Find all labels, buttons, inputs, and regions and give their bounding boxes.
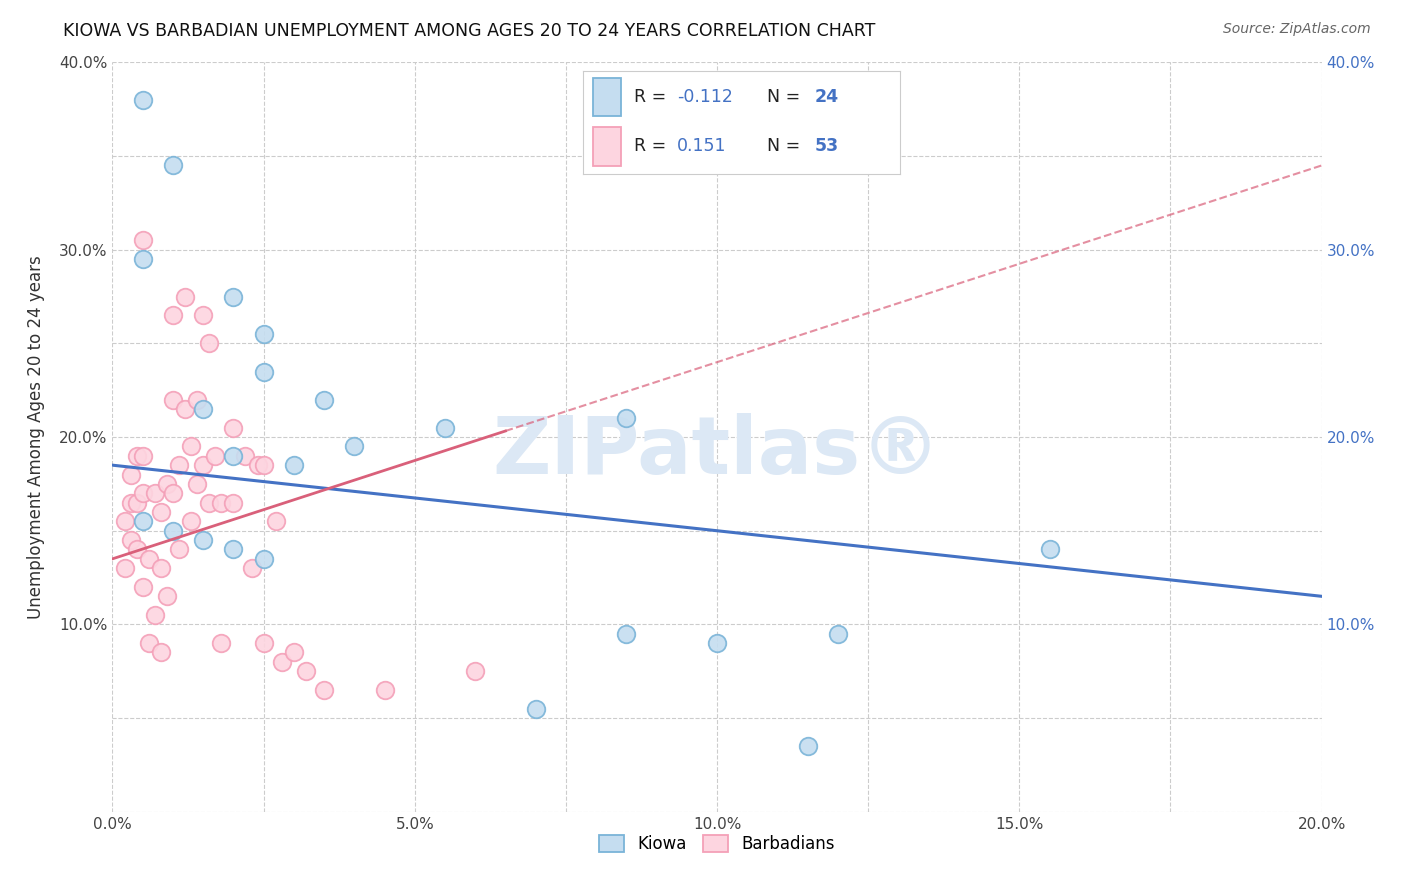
Point xyxy=(120,496,142,510)
Point xyxy=(209,496,232,510)
Point xyxy=(433,421,456,435)
Point xyxy=(162,159,184,173)
Point xyxy=(706,636,728,650)
Point xyxy=(191,458,214,473)
Point xyxy=(180,514,202,528)
Point xyxy=(162,486,184,500)
Text: -0.112: -0.112 xyxy=(676,88,733,106)
Point xyxy=(125,542,148,557)
Point xyxy=(270,655,292,669)
Point xyxy=(162,308,184,322)
Point xyxy=(295,664,318,679)
Text: R =: R = xyxy=(634,137,672,155)
Point xyxy=(222,449,245,463)
Text: 24: 24 xyxy=(814,88,838,106)
Point xyxy=(143,608,166,623)
Point xyxy=(120,467,142,482)
Text: 0.151: 0.151 xyxy=(676,137,727,155)
Point xyxy=(524,701,547,715)
Point xyxy=(796,739,818,753)
Y-axis label: Unemployment Among Ages 20 to 24 years: Unemployment Among Ages 20 to 24 years xyxy=(27,255,45,619)
Point xyxy=(156,590,179,604)
Point xyxy=(616,626,638,640)
Text: R =: R = xyxy=(634,88,672,106)
Point xyxy=(174,289,197,303)
Point xyxy=(374,683,396,698)
Point xyxy=(253,365,276,379)
Text: Source: ZipAtlas.com: Source: ZipAtlas.com xyxy=(1223,22,1371,37)
Point xyxy=(191,401,214,416)
Text: N =: N = xyxy=(768,88,806,106)
Point xyxy=(616,411,638,425)
Point xyxy=(114,514,136,528)
Point xyxy=(132,233,155,247)
Point xyxy=(167,542,190,557)
Text: ZIPatlas®: ZIPatlas® xyxy=(492,413,942,491)
Point xyxy=(186,392,208,407)
Point xyxy=(314,392,336,407)
Point xyxy=(120,533,142,547)
Point xyxy=(191,308,214,322)
Point xyxy=(240,561,263,575)
Bar xyxy=(593,78,621,117)
Point xyxy=(222,496,245,510)
Point xyxy=(264,514,287,528)
Point xyxy=(149,646,172,660)
Point xyxy=(253,458,276,473)
Point xyxy=(132,514,155,528)
Point xyxy=(222,421,245,435)
Point xyxy=(235,449,257,463)
Point xyxy=(174,401,197,416)
Point xyxy=(156,476,179,491)
Point xyxy=(253,636,276,650)
Point xyxy=(198,336,221,351)
Point xyxy=(180,440,202,453)
Point xyxy=(138,551,160,566)
Point xyxy=(143,486,166,500)
Point xyxy=(222,289,245,303)
Point xyxy=(209,636,232,650)
Point xyxy=(1038,542,1062,557)
Point xyxy=(827,626,849,640)
Point xyxy=(222,542,245,557)
Point xyxy=(198,496,221,510)
Point xyxy=(283,458,305,473)
Point xyxy=(283,646,305,660)
Point xyxy=(253,326,276,341)
Point xyxy=(125,449,148,463)
Point xyxy=(191,533,214,547)
Point xyxy=(314,683,336,698)
Point xyxy=(125,496,148,510)
Point xyxy=(149,561,172,575)
Point xyxy=(167,458,190,473)
Point xyxy=(132,93,155,107)
Point xyxy=(162,524,184,538)
Point xyxy=(186,476,208,491)
Point xyxy=(132,449,155,463)
Point xyxy=(132,486,155,500)
Point xyxy=(149,505,172,519)
Text: KIOWA VS BARBADIAN UNEMPLOYMENT AMONG AGES 20 TO 24 YEARS CORRELATION CHART: KIOWA VS BARBADIAN UNEMPLOYMENT AMONG AG… xyxy=(63,22,876,40)
Bar xyxy=(593,127,621,166)
Point xyxy=(464,664,486,679)
Point xyxy=(253,551,276,566)
Text: N =: N = xyxy=(768,137,806,155)
Text: 53: 53 xyxy=(814,137,838,155)
Point xyxy=(162,392,184,407)
Point xyxy=(132,580,155,594)
Point xyxy=(114,561,136,575)
Point xyxy=(132,252,155,266)
Point xyxy=(204,449,226,463)
Legend: Kiowa, Barbadians: Kiowa, Barbadians xyxy=(592,828,842,860)
Point xyxy=(138,636,160,650)
Point xyxy=(343,440,366,453)
Point xyxy=(246,458,269,473)
